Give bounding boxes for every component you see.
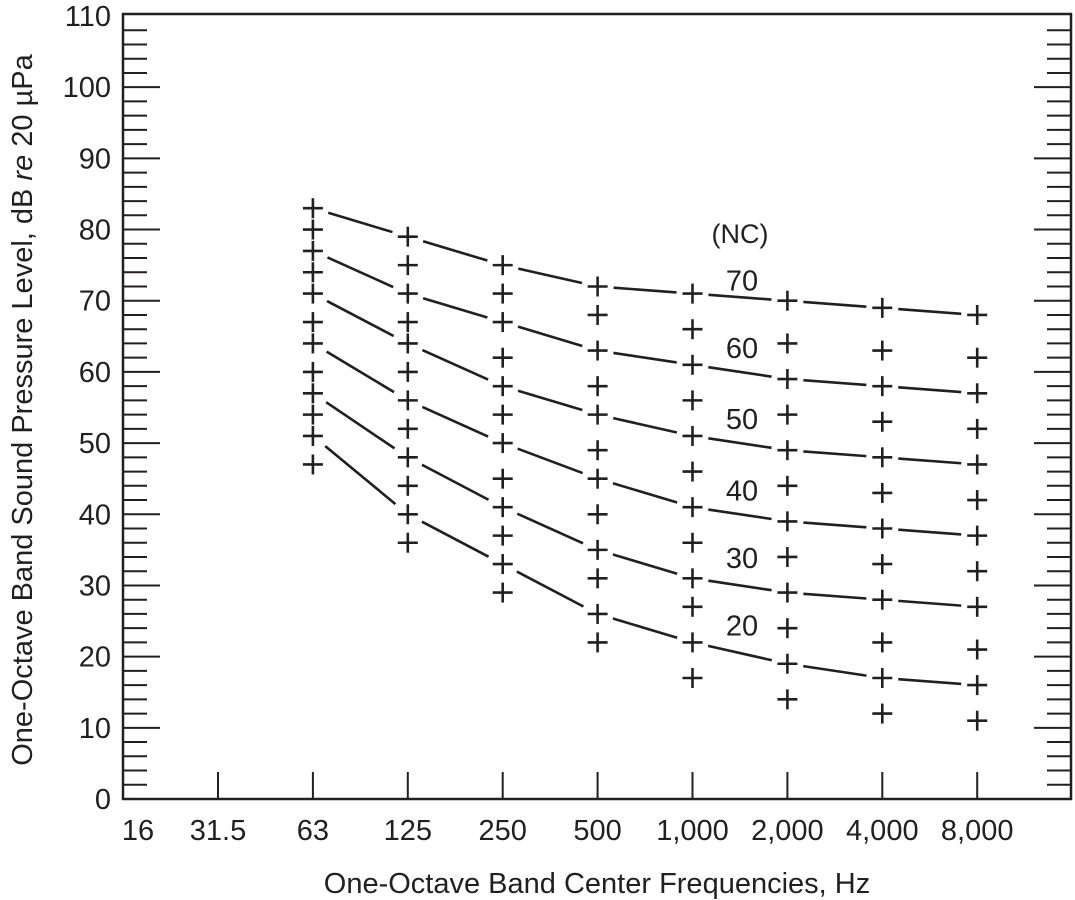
y-axis-label: One-Octave Band Sound Pressure Level, dB… xyxy=(7,53,39,765)
nc-50-curve-segment xyxy=(326,299,395,338)
nc-20-curve-segment xyxy=(516,570,585,608)
nc-40-curve-segment xyxy=(898,528,962,536)
y-tick-label: 70 xyxy=(79,286,111,318)
y-tick-label: 100 xyxy=(63,72,111,104)
x-axis-label: One-Octave Band Center Frequencies, Hz xyxy=(324,868,870,900)
y-tick-label: 0 xyxy=(95,784,111,816)
nc-50-label: 50 xyxy=(726,404,758,436)
nc-30-curve-segment xyxy=(612,553,678,575)
nc-60-curve-segment xyxy=(803,378,867,387)
marks: 70 60 50 40 30 20 xyxy=(302,198,988,731)
nc-40-curve-segment xyxy=(517,447,584,475)
nc-30-curve-segment xyxy=(421,463,490,501)
nc-30-curve-segment xyxy=(516,512,584,545)
nc-40-curve-segment xyxy=(708,508,772,521)
nc-50-curve-segment xyxy=(517,389,583,412)
nc-20-curve-segment xyxy=(612,617,678,640)
nc-20-curve-segment xyxy=(707,644,773,662)
nc-70-curve-segment xyxy=(898,307,962,316)
nc-60-curve-segment xyxy=(517,325,583,348)
nc-40-curve-segment xyxy=(612,482,678,504)
nc-60-label: 60 xyxy=(726,333,758,365)
y-tick-label: 60 xyxy=(79,357,111,389)
y-tick-label: 20 xyxy=(79,642,111,674)
nc-70-curve-segment xyxy=(518,267,583,285)
y-tick-label: 90 xyxy=(79,143,111,175)
y-tick-label: 50 xyxy=(79,428,111,460)
y-axis-label-re: re xyxy=(7,155,39,181)
nc-30-curve-segment xyxy=(708,579,772,592)
nc-20-curve-segment xyxy=(898,677,962,686)
nc-60-curve-segment xyxy=(422,296,488,319)
nc-60-curve-segment xyxy=(898,386,962,394)
nc-50-curve-segment xyxy=(898,457,962,465)
x-tick-label: 16 xyxy=(122,815,154,847)
nc-40-curve-segment xyxy=(803,521,867,529)
y-tick-label: 110 xyxy=(65,1,111,33)
nc-20-curve-segment xyxy=(803,664,867,677)
nc-30-curve-segment xyxy=(803,592,867,600)
x-tick-label: 125 xyxy=(384,815,432,847)
y-tick-label: 80 xyxy=(79,215,111,247)
nc-20-curve-segment xyxy=(324,445,397,506)
nc-30-label: 30 xyxy=(726,543,758,575)
nc-70-curve-segment xyxy=(422,240,488,262)
nc-60-curve-segment xyxy=(708,365,772,378)
nc-70-curve-segment xyxy=(708,293,772,301)
nc-50-curve-segment xyxy=(612,416,678,434)
y-tick-label: 30 xyxy=(79,570,111,602)
nc-30-curve-segment xyxy=(325,401,396,450)
nc-40-label: 40 xyxy=(726,475,758,507)
x-tick-label: 500 xyxy=(573,815,621,847)
nc-50-curve-segment xyxy=(421,348,489,381)
nc-30-curve-segment xyxy=(898,599,962,607)
nc-60-curve-segment xyxy=(613,351,677,364)
x-tick-label: 31.5 xyxy=(190,815,246,847)
legend-title: (NC) xyxy=(712,219,769,249)
nc-20-curve-segment xyxy=(421,520,490,558)
nc-20-label: 20 xyxy=(726,611,758,643)
nc-70-curve-segment xyxy=(613,286,677,294)
nc-70-curve-segment xyxy=(803,300,867,308)
y-tick-label: 10 xyxy=(79,713,111,745)
y-axis-label-a: One-Octave Band Sound Pressure Level, dB xyxy=(7,181,39,766)
x-tick-label: 8,000 xyxy=(941,815,1014,847)
x-tick-label: 4,000 xyxy=(846,815,919,847)
nc-70-curve-segment xyxy=(327,211,393,234)
x-tick-label: 63 xyxy=(297,815,329,847)
y-tick-label: 40 xyxy=(79,499,111,531)
x-tick-label: 2,000 xyxy=(751,815,824,847)
nc-60-curve-segment xyxy=(326,256,394,289)
nc-70-label: 70 xyxy=(726,265,758,297)
nc-50-curve-segment xyxy=(803,450,867,458)
x-tick-label: 250 xyxy=(479,815,527,847)
nc-40-curve-segment xyxy=(421,405,489,438)
x-tick-label: 1,000 xyxy=(656,815,729,847)
nc-50-curve-segment xyxy=(708,437,772,450)
y-axis-label-b: 20 µPa xyxy=(7,53,39,154)
axes: 0 10 20 30 40 50 60 70 80 90 100 110 16 31.5 63 125 250 5… xyxy=(63,1,1073,847)
nc-40-curve-segment xyxy=(325,350,395,394)
